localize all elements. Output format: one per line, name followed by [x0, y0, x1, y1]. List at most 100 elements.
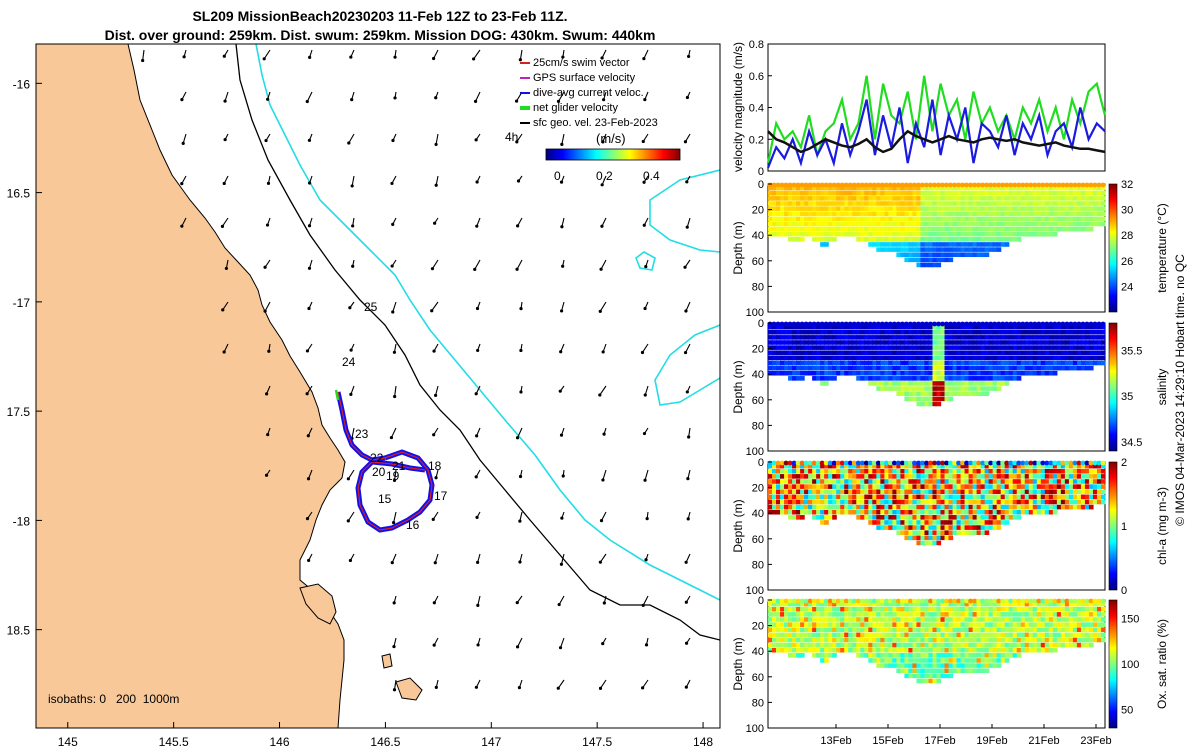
profile-cell — [1044, 612, 1050, 617]
profile-cell — [804, 474, 809, 479]
profile-cell — [980, 520, 986, 525]
profile-cell — [920, 520, 926, 525]
profile-cell — [832, 365, 837, 371]
profile-cell — [984, 190, 990, 196]
profile-cell — [1052, 329, 1058, 335]
profile-cell — [832, 211, 837, 217]
profile-cell — [1052, 642, 1058, 648]
profile-cell — [828, 365, 833, 371]
profile-cell — [820, 324, 825, 330]
profile-cell — [888, 355, 893, 361]
profile-cell — [876, 617, 881, 622]
profile-cell — [1008, 329, 1014, 335]
profile-cell — [1032, 468, 1038, 474]
profile-cell — [844, 622, 849, 627]
profile-cell — [848, 201, 853, 206]
profile-cell — [792, 185, 797, 191]
surface-sample-dot — [932, 460, 937, 466]
profile-cell — [1024, 622, 1030, 627]
profile-cell — [804, 627, 809, 633]
surface-sample-dot — [803, 460, 809, 466]
profile-cell — [876, 247, 881, 252]
profile-cell — [1068, 329, 1074, 335]
surface-sample-dot — [1044, 460, 1050, 466]
profile-cell — [932, 257, 938, 263]
profile-cell — [844, 360, 849, 366]
profile-cell — [1032, 601, 1038, 607]
profile-cell — [976, 386, 982, 391]
profile-cell — [968, 211, 974, 217]
profile-cell — [936, 355, 942, 361]
profile-cell — [1052, 211, 1058, 217]
profile-cell — [1076, 190, 1082, 196]
profile-cell — [852, 617, 857, 622]
profile-cell — [900, 499, 906, 505]
profile-cell — [796, 653, 801, 658]
profile-cell — [916, 520, 922, 525]
profile-cell — [1088, 355, 1094, 361]
profile-cell — [988, 370, 994, 376]
profile-cell — [832, 335, 837, 340]
profile-cell — [816, 340, 821, 345]
surface-sample-dot — [992, 598, 998, 604]
profile-cell — [1028, 340, 1034, 345]
profile-cell — [992, 653, 998, 658]
profile-cell — [964, 360, 970, 366]
profile-cell — [952, 637, 958, 643]
profile-cell — [800, 365, 805, 371]
profile-cell — [988, 226, 994, 232]
profile-cell — [908, 601, 914, 607]
surface-sample-dot — [976, 182, 982, 188]
profile-cell — [992, 637, 998, 643]
profile-cell — [916, 668, 922, 673]
profile-cell — [796, 627, 801, 633]
profile-cell — [880, 525, 885, 530]
profile-cell — [804, 355, 809, 361]
velocity-arrow-head — [474, 138, 478, 142]
profile-cell — [1060, 468, 1066, 474]
profile-cell — [996, 653, 1002, 658]
profile-cell — [940, 468, 946, 474]
surface-sample-dot — [1084, 182, 1090, 188]
profile-cell — [976, 340, 982, 345]
profile-cell — [812, 504, 817, 510]
profile-cell — [976, 484, 982, 489]
profile-cell — [988, 211, 994, 217]
profile-cell — [880, 340, 885, 345]
profile-cell — [1084, 329, 1090, 335]
profile-cell — [1060, 201, 1066, 206]
profile-cell — [776, 474, 781, 479]
profile-cell — [1040, 231, 1046, 237]
profile-cell — [772, 494, 777, 500]
profile-cell — [884, 515, 889, 520]
profile-cell — [784, 340, 789, 345]
surface-sample-dot — [1092, 460, 1098, 466]
profile-cell — [1004, 231, 1010, 237]
profile-cell — [1048, 627, 1054, 633]
profile-cell — [932, 355, 938, 361]
profile-cell — [1016, 627, 1022, 633]
profile-cell — [788, 340, 793, 345]
profile-cell — [904, 257, 910, 263]
profile-cell — [1028, 647, 1034, 653]
profile-cell — [936, 479, 942, 484]
profile-cell — [1064, 499, 1070, 505]
profile-cell — [972, 365, 978, 371]
profile-cell — [924, 242, 930, 247]
profile-cell — [988, 479, 994, 484]
profile-cell — [1096, 221, 1102, 227]
profile-cell — [800, 340, 805, 345]
profile-cell — [852, 350, 857, 356]
day-label: 16 — [406, 518, 420, 532]
profile-cell — [780, 601, 785, 607]
profile-cell — [816, 376, 821, 381]
surface-sample-dot — [1000, 182, 1006, 188]
profile-cell — [920, 499, 926, 505]
map-panel: 25 24 23 22 21 20 19 18 17 16 15 145 145.… — [7, 43, 721, 749]
profile-cell — [968, 386, 974, 391]
profile-cell — [916, 365, 922, 371]
profile-cell — [1088, 206, 1094, 211]
profile-cell — [840, 612, 845, 617]
profile-cell — [1020, 632, 1026, 638]
profile-cell — [788, 479, 793, 484]
